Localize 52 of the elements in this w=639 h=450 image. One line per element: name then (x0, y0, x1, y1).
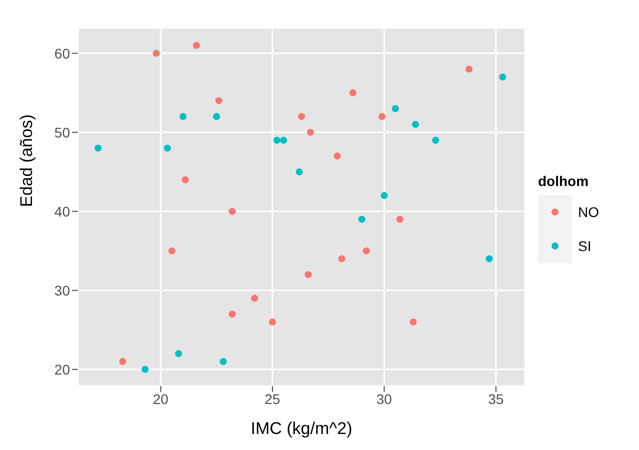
point (119, 358, 126, 365)
point (213, 113, 220, 120)
x-tick-label: 35 (488, 390, 504, 407)
point (380, 192, 388, 200)
point (182, 176, 189, 184)
point (220, 358, 227, 365)
y-axis-title: Edad (años) (17, 114, 36, 207)
point (466, 66, 473, 73)
y-tick-label: 60 (54, 45, 70, 62)
point (192, 42, 200, 49)
point (378, 113, 386, 120)
point (280, 136, 288, 144)
point (298, 113, 305, 120)
point (215, 97, 222, 104)
point (251, 294, 258, 302)
point (94, 144, 102, 152)
point (362, 247, 370, 254)
point (228, 208, 236, 215)
point (273, 136, 280, 144)
y-tick-label: 30 (54, 282, 70, 298)
x-tick-label: 20 (152, 390, 169, 407)
point (228, 310, 236, 318)
point (392, 105, 399, 112)
point (168, 247, 176, 254)
point (349, 89, 356, 96)
point (152, 50, 160, 57)
point (268, 318, 276, 326)
point (180, 113, 187, 120)
x-tick-label: 25 (264, 390, 280, 407)
y-tick-label: 50 (54, 124, 70, 140)
legend-title: dolhom (538, 173, 590, 189)
point (338, 255, 346, 262)
x-axis-title: IMC (kg/m^2) (250, 419, 352, 438)
point (432, 136, 440, 144)
point (175, 350, 182, 358)
point (164, 144, 171, 152)
legend-label: NO (578, 204, 599, 220)
point (486, 255, 493, 262)
point (410, 318, 417, 326)
legend-label: SI (578, 238, 592, 254)
point (142, 366, 149, 373)
y-tick-label: 40 (54, 203, 70, 220)
point (334, 152, 341, 160)
point (358, 216, 366, 223)
point (412, 120, 419, 128)
y-tick-label: 20 (54, 361, 70, 378)
x-tick-label: 30 (376, 390, 392, 407)
point (296, 168, 303, 176)
point (306, 128, 314, 136)
point (304, 271, 312, 278)
point (499, 74, 506, 80)
point (396, 216, 404, 223)
